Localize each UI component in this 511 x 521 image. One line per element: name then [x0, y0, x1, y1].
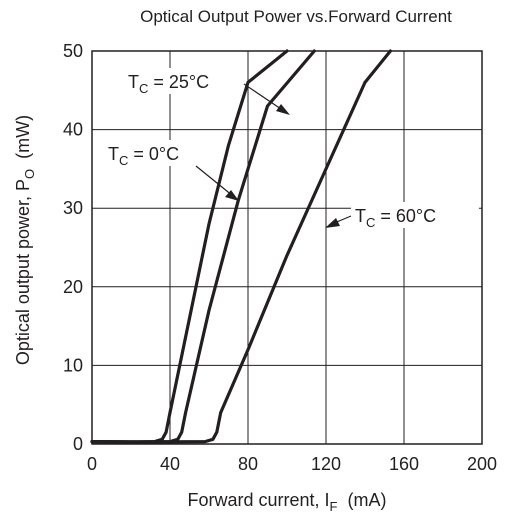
x-tick-label: 120: [311, 454, 341, 474]
chart-title: Optical Output Power vs.Forward Current: [140, 7, 452, 26]
label-bg-25c: [124, 68, 242, 94]
arrow-25c: [243, 83, 285, 112]
series-line-0c: [90, 49, 289, 444]
y-tick-label: 50: [63, 41, 83, 61]
x-tick-label: 200: [467, 454, 497, 474]
arrow-0c: [195, 165, 234, 197]
plot-frame: [91, 50, 483, 445]
arrowhead-60c: [325, 218, 340, 228]
x-tick-label: 40: [160, 454, 180, 474]
y-tick-label: 20: [63, 277, 83, 297]
y-tick-label: 10: [63, 355, 83, 375]
series-label-25c: TC = 25°C: [128, 72, 209, 96]
tick-labels: 0 40 80 120 160 200 0 10 20 30 40 50: [63, 41, 497, 474]
x-tick-label: 80: [238, 454, 258, 474]
y-tick-label: 40: [63, 120, 83, 140]
y-tick-label: 0: [73, 434, 83, 454]
label-bg-60c: [351, 202, 479, 228]
series-label-0c: TC = 0°C: [108, 144, 179, 168]
x-axis-label: Forward current, IF (mA): [188, 490, 387, 514]
x-tick-label: 160: [389, 454, 419, 474]
series-label-60c: TC = 60°C: [355, 206, 436, 230]
arrowhead-25c: [276, 104, 290, 115]
series-lines: [90, 49, 392, 444]
series-line-60c: [90, 49, 392, 444]
y-tick-label: 30: [63, 198, 83, 218]
x-tick-label: 0: [87, 454, 97, 474]
grid: [92, 51, 482, 444]
arrowhead-0c: [225, 190, 239, 201]
label-bg-0c: [104, 140, 212, 166]
y-axis-label: Optical output power, PO (mW): [13, 115, 37, 365]
